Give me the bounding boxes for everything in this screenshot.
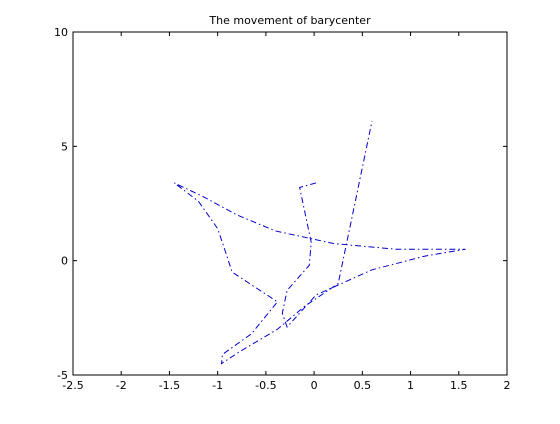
- x-tick-label: 1: [407, 379, 414, 392]
- chart-title: The movement of barycenter: [208, 14, 371, 27]
- x-tick-label: 0.5: [354, 379, 372, 392]
- series-layer: [173, 121, 466, 365]
- y-tick-label: 5: [61, 140, 68, 153]
- x-tick-label: -1: [212, 379, 223, 392]
- y-tick-labels: -5 0 5 10: [54, 26, 68, 382]
- x-tick-label: -2: [116, 379, 127, 392]
- y-tick-label: 10: [54, 26, 68, 39]
- x-tick-label: -1.5: [159, 379, 180, 392]
- ticks-layer: [72, 31, 508, 376]
- series-line-0: [173, 121, 466, 365]
- plot-area-background: [73, 32, 507, 375]
- plot-area-frame: [72, 31, 508, 376]
- x-tick-label: 0: [311, 379, 318, 392]
- y-tick-label: -5: [57, 369, 68, 382]
- x-tick-label: -0.5: [255, 379, 276, 392]
- x-tick-labels: -2.5 -2 -1.5 -1 -0.5 0 0.5 1 1.5 2: [62, 379, 510, 392]
- x-tick-label: 2: [504, 379, 511, 392]
- x-tick-label: -2.5: [62, 379, 83, 392]
- y-tick-label: 0: [61, 255, 68, 268]
- x-tick-label: 1.5: [450, 379, 468, 392]
